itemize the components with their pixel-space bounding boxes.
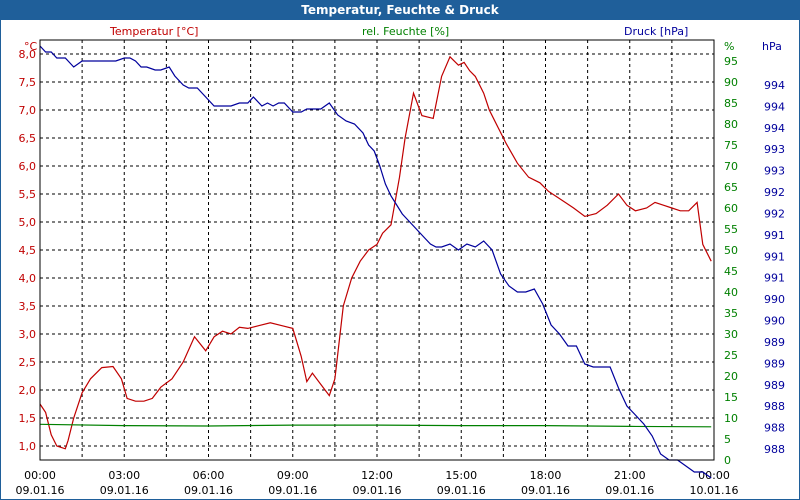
tick-left: 6,0 bbox=[19, 160, 37, 173]
tick-left: 4,5 bbox=[19, 244, 37, 257]
humidity-line bbox=[39, 423, 712, 428]
tick-right2: 990 bbox=[764, 293, 785, 306]
tick-left: 3,5 bbox=[19, 300, 37, 313]
tick-x-time: 00:00 bbox=[698, 469, 730, 482]
tick-right1: 55 bbox=[724, 223, 738, 236]
tick-left: 1,0 bbox=[19, 440, 37, 453]
tick-x-date: 09.01.16 bbox=[184, 484, 233, 497]
tick-right2: 988 bbox=[764, 422, 785, 435]
tick-right2: 994 bbox=[764, 79, 785, 92]
legend-humidity: rel. Feuchte [%] bbox=[362, 25, 449, 38]
tick-right2: 993 bbox=[764, 143, 785, 156]
tick-x-date: 09.01.16 bbox=[521, 484, 570, 497]
tick-left: 7,0 bbox=[19, 104, 37, 117]
tick-x-time: 12:00 bbox=[361, 469, 393, 482]
pressure-line bbox=[39, 45, 712, 479]
tick-right2: 992 bbox=[764, 186, 785, 199]
tick-right1: 35 bbox=[724, 307, 738, 320]
tick-right2: 992 bbox=[764, 207, 785, 220]
tick-left: 7,5 bbox=[19, 76, 37, 89]
right1-axis-unit: % bbox=[724, 40, 734, 53]
series-lines bbox=[39, 45, 712, 479]
tick-right1: 50 bbox=[724, 244, 738, 257]
tick-x-time: 09:00 bbox=[277, 469, 309, 482]
right2-axis-unit: hPa bbox=[762, 40, 782, 53]
tick-x-date: 10.01.16 bbox=[690, 484, 739, 497]
tick-right1: 95 bbox=[724, 55, 738, 68]
tick-left: 3,0 bbox=[19, 328, 37, 341]
tick-right1: 80 bbox=[724, 118, 738, 131]
tick-left: 1,5 bbox=[19, 412, 37, 425]
tick-right1: 85 bbox=[724, 97, 738, 110]
window-title: Temperatur, Feuchte & Druck bbox=[0, 0, 800, 20]
tick-x-time: 06:00 bbox=[193, 469, 225, 482]
tick-right1: 15 bbox=[724, 391, 738, 404]
legend-pressure: Druck [hPa] bbox=[624, 25, 688, 38]
tick-right1: 70 bbox=[724, 160, 738, 173]
tick-right2: 991 bbox=[764, 250, 785, 263]
tick-x-time: 00:00 bbox=[24, 469, 56, 482]
tick-x-date: 09.01.16 bbox=[605, 484, 654, 497]
temperature-line bbox=[39, 55, 712, 450]
tick-right1: 25 bbox=[724, 349, 738, 362]
tick-x-date: 09.01.16 bbox=[353, 484, 402, 497]
tick-x-time: 21:00 bbox=[614, 469, 646, 482]
tick-right2: 991 bbox=[764, 229, 785, 242]
tick-right1: 45 bbox=[724, 265, 738, 278]
tick-x-date: 09.01.16 bbox=[437, 484, 486, 497]
tick-right2: 993 bbox=[764, 165, 785, 178]
tick-left: 8,0 bbox=[19, 48, 37, 61]
tick-labels: 1,0 1,5 2,0 2,5 3,0 3,5 4,0 4,5 5,0 5,5 6,0 6,5 7,0 7… bbox=[16, 48, 785, 497]
tick-right1: 20 bbox=[724, 370, 738, 383]
tick-right1: 60 bbox=[724, 202, 738, 215]
tick-right2: 991 bbox=[764, 272, 785, 285]
tick-right2: 988 bbox=[764, 400, 785, 413]
tick-right2: 989 bbox=[764, 357, 785, 370]
tick-x-time: 03:00 bbox=[108, 469, 140, 482]
tick-right2: 990 bbox=[764, 315, 785, 328]
tick-left: 2,5 bbox=[19, 356, 37, 369]
tick-right2: 989 bbox=[764, 379, 785, 392]
tick-right1: 75 bbox=[724, 139, 738, 152]
tick-right1: 40 bbox=[724, 286, 738, 299]
tick-right1: 30 bbox=[724, 328, 738, 341]
tick-right2: 994 bbox=[764, 122, 785, 135]
tick-left: 4,0 bbox=[19, 272, 37, 285]
legend-temperature: Temperatur [°C] bbox=[109, 25, 198, 38]
tick-right1: 10 bbox=[724, 412, 738, 425]
tick-left: 2,0 bbox=[19, 384, 37, 397]
tick-left: 6,5 bbox=[19, 132, 37, 145]
tick-right1: 0 bbox=[724, 454, 731, 467]
grid-lines bbox=[40, 40, 714, 460]
tick-x-date: 09.01.16 bbox=[268, 484, 317, 497]
tick-x-time: 18:00 bbox=[530, 469, 562, 482]
tick-right1: 5 bbox=[724, 433, 731, 446]
tick-x-date: 09.01.16 bbox=[16, 484, 65, 497]
left-axis-unit: °C bbox=[24, 40, 38, 53]
tick-x-time: 15:00 bbox=[445, 469, 477, 482]
tick-right2: 988 bbox=[764, 443, 785, 456]
tick-left: 5,5 bbox=[19, 188, 37, 201]
plot-border bbox=[39, 39, 715, 461]
tick-x-date: 09.01.16 bbox=[100, 484, 149, 497]
tick-right2: 994 bbox=[764, 100, 785, 113]
tick-right1: 90 bbox=[724, 76, 738, 89]
tick-right1: 65 bbox=[724, 181, 738, 194]
tick-left: 5,0 bbox=[19, 216, 37, 229]
tick-right2: 989 bbox=[764, 336, 785, 349]
